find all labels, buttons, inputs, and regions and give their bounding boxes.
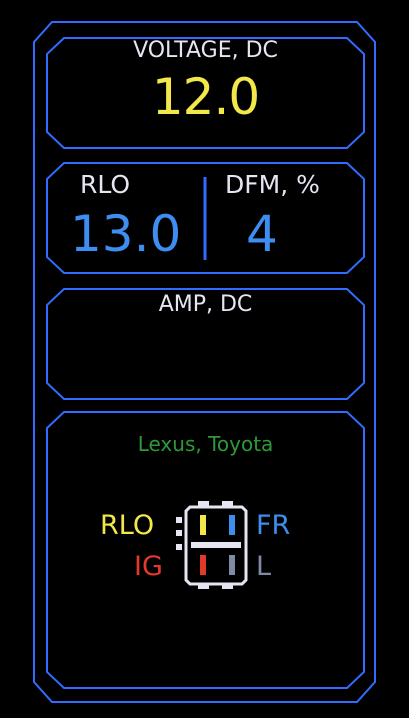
voltage-label: VOLTAGE, DC: [133, 38, 278, 63]
amp-panel-border: [46, 288, 365, 400]
rlo-value: 13.0: [70, 205, 182, 263]
connector-icon: [176, 501, 248, 589]
outer-frame: [33, 21, 376, 703]
dfm-value: 4: [246, 205, 278, 263]
amp-label: AMP, DC: [158, 292, 253, 317]
dfm-label: DFM, %: [225, 170, 320, 199]
rlo-label: RLO: [80, 170, 131, 199]
pin-label-rlo: RLO: [100, 510, 155, 541]
pin-label-fr: FR: [256, 510, 291, 541]
pin-l: [229, 555, 235, 575]
vehicle-brand-label: Lexus, Toyota: [137, 432, 274, 456]
connector-panel-border: [46, 411, 365, 689]
readings-panel-border: [46, 162, 365, 274]
voltage-value: 12.0: [151, 68, 260, 126]
pin-rlo: [200, 515, 206, 535]
pin-fr: [229, 515, 235, 535]
pin-label-ig: IG: [134, 551, 163, 582]
voltage-panel-border: [46, 37, 365, 149]
pin-label-l: L: [256, 551, 272, 582]
pin-ig: [200, 555, 206, 575]
